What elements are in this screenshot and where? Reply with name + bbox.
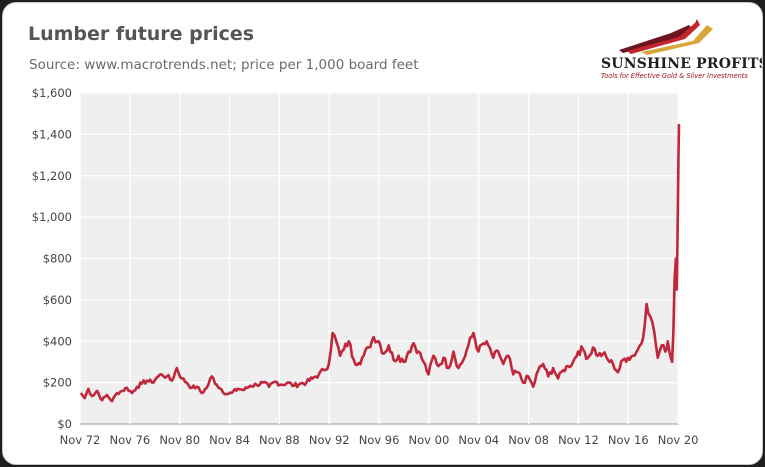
chart-title: Lumber future prices xyxy=(28,23,255,45)
x-tick-label: Nov 00 xyxy=(409,433,450,447)
y-tick-label: $1,200 xyxy=(32,169,72,183)
x-tick-label: Nov 88 xyxy=(259,433,300,447)
y-tick-label: $1,000 xyxy=(32,210,72,224)
series-line xyxy=(79,123,681,403)
x-tick-label: Nov 20 xyxy=(658,433,699,447)
x-tick-label: Nov 04 xyxy=(458,433,499,447)
x-tick-label: Nov 96 xyxy=(359,433,400,447)
x-tick-label: Nov 16 xyxy=(608,433,649,447)
logo-swoosh-icon xyxy=(619,19,713,55)
logo-name: SUNSHINE PROFITS xyxy=(601,56,763,72)
y-tick-label: $600 xyxy=(43,293,72,307)
y-tick-label: $200 xyxy=(43,376,72,390)
x-axis-ticks: Nov 72 Nov 76 Nov 80 Nov 84 Nov 88 Nov 92 Nov … xyxy=(60,433,699,447)
x-tick-label: Nov 92 xyxy=(309,433,350,447)
y-tick-label: $1,400 xyxy=(32,127,72,141)
x-tick-label: Nov 84 xyxy=(209,433,250,447)
sunshine-profits-logo: SUNSHINE PROFITS Tools for Effective Gol… xyxy=(601,17,763,87)
chart-subtitle: Source: www.macrotrends.net; price per 1… xyxy=(29,57,419,73)
x-tick-label: Nov 08 xyxy=(508,433,549,447)
x-tick-label: Nov 80 xyxy=(159,433,200,447)
x-tick-label: Nov 76 xyxy=(109,433,150,447)
y-tick-label: $800 xyxy=(43,252,72,266)
y-tick-label: $0 xyxy=(57,417,72,431)
logo-tagline: Tools for Effective Gold & Silver Invest… xyxy=(601,72,748,80)
x-tick-label: Nov 72 xyxy=(60,433,101,447)
y-tick-label: $1,600 xyxy=(32,86,72,100)
line-chart: $0 $200 $400 $600 $800 $1,000 $1,200 $1,400 $1,6… xyxy=(32,86,699,447)
x-tick-label: Nov 12 xyxy=(558,433,599,447)
y-axis-ticks: $0 $200 $400 $600 $800 $1,000 $1,200 $1,400 $1,6… xyxy=(32,86,72,431)
y-tick-label: $400 xyxy=(43,334,72,348)
